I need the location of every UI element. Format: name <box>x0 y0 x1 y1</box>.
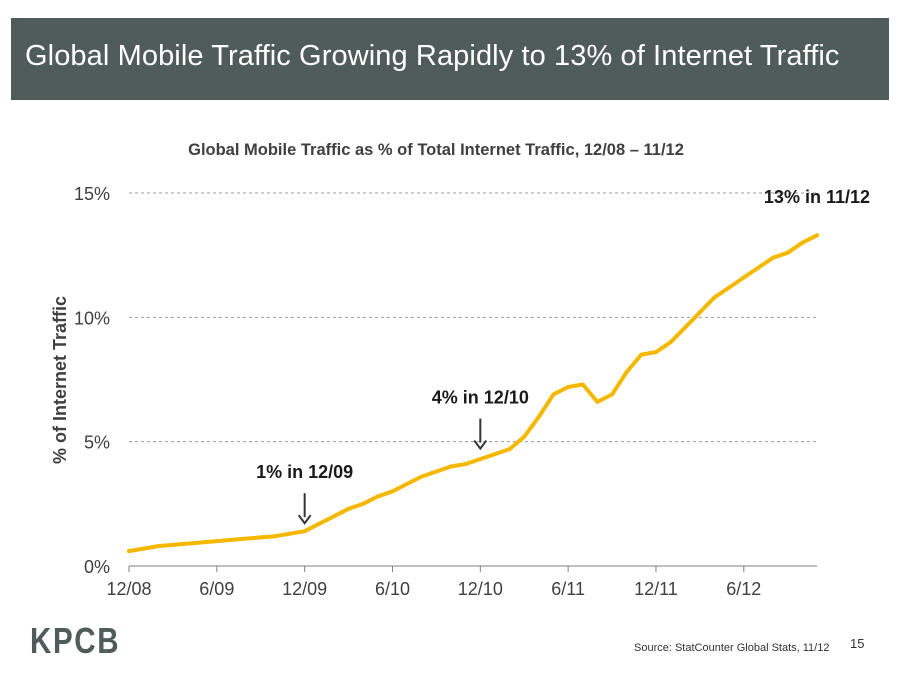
chart-title: Global Mobile Traffic as % of Total Inte… <box>188 141 684 159</box>
x-tick-label: 12/08 <box>106 579 151 599</box>
data-point <box>156 544 161 549</box>
data-point <box>185 541 190 546</box>
data-point <box>507 447 512 452</box>
data-point <box>756 265 761 270</box>
data-point <box>639 352 644 357</box>
data-point <box>712 295 717 300</box>
y-tick-label: 5% <box>84 433 110 453</box>
data-point <box>463 462 468 466</box>
page-number: 15 <box>850 636 865 651</box>
data-point <box>668 340 673 345</box>
data-point <box>566 385 571 389</box>
x-tick-label: 6/12 <box>726 579 761 599</box>
x-tick-label: 6/09 <box>199 579 234 599</box>
x-tick-label: 12/11 <box>634 579 678 599</box>
data-point <box>697 310 702 315</box>
data-point <box>331 514 336 519</box>
data-point <box>624 370 629 374</box>
data-point <box>536 414 541 419</box>
data-point <box>127 549 131 554</box>
x-tick-label: 6/11 <box>551 579 585 599</box>
data-point <box>741 275 746 280</box>
data-point <box>258 535 263 540</box>
y-tick-label: 0% <box>84 557 110 577</box>
data-point <box>419 474 424 479</box>
x-tick-label: 6/10 <box>375 579 410 599</box>
data-point <box>771 255 776 260</box>
data-point <box>288 531 292 536</box>
data-point <box>800 240 805 245</box>
data-point <box>200 540 205 545</box>
series-line <box>127 233 819 554</box>
y-axis-label: % of Internet Traffic <box>50 296 70 464</box>
data-point <box>551 392 556 397</box>
annotation-arrow-head <box>297 514 312 525</box>
data-point <box>785 250 790 255</box>
data-point <box>434 469 439 474</box>
data-point <box>478 457 483 462</box>
data-point <box>141 546 146 551</box>
annotation-arrow-head <box>473 439 488 451</box>
data-point <box>815 233 819 238</box>
slide-title: Global Mobile Traffic Growing Rapidly to… <box>25 39 840 72</box>
data-point <box>361 501 366 506</box>
source-note: Source: StatCounter Global Stats, 11/12 <box>634 642 830 654</box>
x-tick-label: 12/09 <box>282 579 327 599</box>
y-tick-label: 10% <box>74 308 110 328</box>
data-point <box>522 434 527 439</box>
data-point <box>244 536 249 541</box>
data-point <box>727 285 732 290</box>
data-point <box>580 382 585 387</box>
x-tick-label: 12/10 <box>458 579 503 599</box>
data-point <box>610 392 615 397</box>
title-banner: Global Mobile Traffic Growing Rapidly to… <box>11 18 889 100</box>
y-tick-label: 15% <box>74 184 110 204</box>
data-point <box>273 534 278 539</box>
annotation-label: 1% in 12/09 <box>256 462 353 482</box>
data-point <box>654 350 658 355</box>
annotation-label: 4% in 12/10 <box>432 388 529 408</box>
data-point <box>317 521 322 526</box>
data-point <box>346 506 351 511</box>
data-point <box>405 481 410 486</box>
data-point <box>390 489 395 494</box>
data-point <box>595 399 600 404</box>
data-point <box>214 539 219 544</box>
data-point <box>375 494 380 499</box>
annotation-label: 13% in 11/12 <box>764 187 870 207</box>
data-point <box>229 537 234 542</box>
data-point <box>493 452 497 457</box>
data-point <box>170 542 175 547</box>
data-point <box>302 529 307 534</box>
data-point <box>449 464 453 469</box>
data-point <box>683 325 688 330</box>
kpcb-logo: KPCB <box>30 620 121 661</box>
